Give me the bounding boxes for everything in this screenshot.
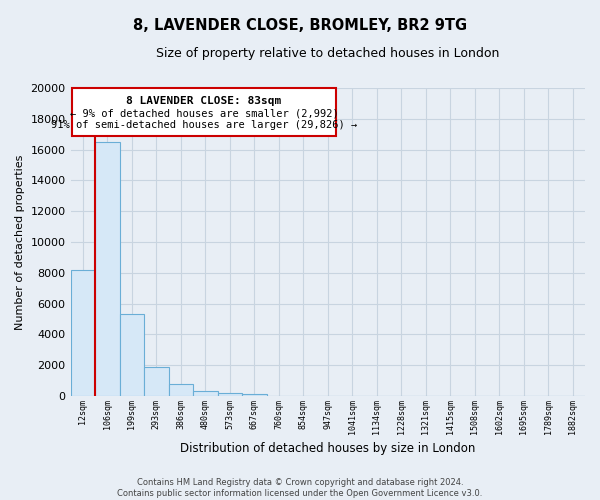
Text: 8 LAVENDER CLOSE: 83sqm: 8 LAVENDER CLOSE: 83sqm bbox=[127, 96, 281, 106]
Bar bbox=[144, 368, 169, 396]
Bar bbox=[169, 384, 193, 396]
Bar bbox=[95, 142, 119, 396]
Text: 8, LAVENDER CLOSE, BROMLEY, BR2 9TG: 8, LAVENDER CLOSE, BROMLEY, BR2 9TG bbox=[133, 18, 467, 32]
Text: Contains HM Land Registry data © Crown copyright and database right 2024.
Contai: Contains HM Land Registry data © Crown c… bbox=[118, 478, 482, 498]
Text: ← 9% of detached houses are smaller (2,992): ← 9% of detached houses are smaller (2,9… bbox=[70, 108, 338, 118]
Bar bbox=[71, 270, 95, 396]
FancyBboxPatch shape bbox=[72, 88, 337, 136]
Bar bbox=[119, 314, 144, 396]
Y-axis label: Number of detached properties: Number of detached properties bbox=[15, 154, 25, 330]
Text: 91% of semi-detached houses are larger (29,826) →: 91% of semi-detached houses are larger (… bbox=[51, 120, 357, 130]
Title: Size of property relative to detached houses in London: Size of property relative to detached ho… bbox=[156, 48, 499, 60]
X-axis label: Distribution of detached houses by size in London: Distribution of detached houses by size … bbox=[180, 442, 475, 455]
Bar bbox=[218, 393, 242, 396]
Bar bbox=[193, 392, 218, 396]
Bar bbox=[242, 394, 266, 396]
